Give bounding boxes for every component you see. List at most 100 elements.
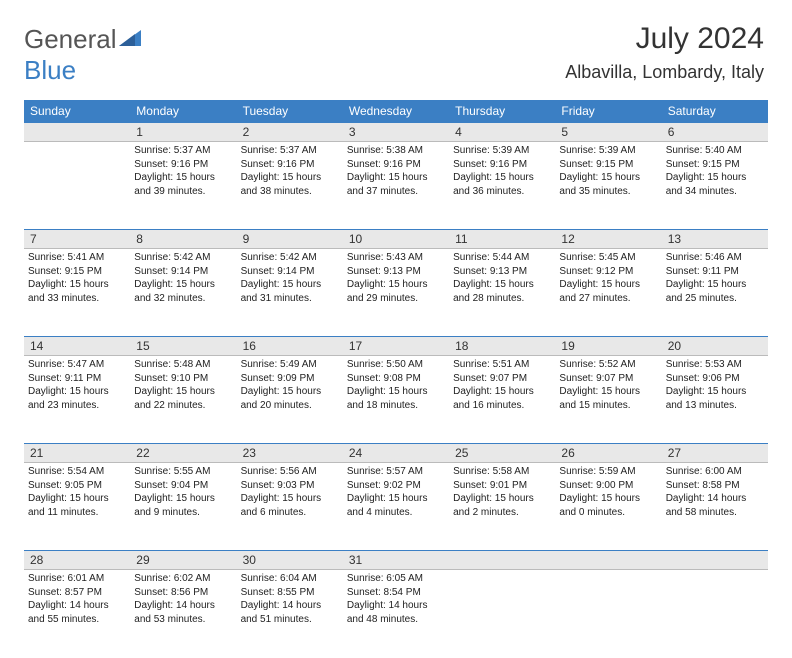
day-number: 8 [136,232,143,246]
day-number-row: 14151617181920 [24,337,768,356]
day-number-cell: 23 [237,444,343,463]
day-number: 7 [30,232,37,246]
day-content-row: Sunrise: 5:54 AMSunset: 9:05 PM Daylight:… [24,463,768,551]
day-cell: Sunrise: 5:42 AMSunset: 9:14 PMDaylight:… [237,249,343,337]
day-number: 19 [561,339,574,353]
sunset-text: Sunset: 9:11 PM [28,372,126,386]
sunrise-text: Sunrise: 5:51 AM [453,358,551,372]
daylight-text: Daylight: 15 hours [453,278,551,292]
sunset-text: Sunset: 9:15 PM [559,158,657,172]
sunset-text: Sunset: 9:07 PM [453,372,551,386]
sunset-text: Sunset: 9:16 PM [453,158,551,172]
day-number: 14 [30,339,43,353]
daylight-text: Daylight: 14 hours [666,492,764,506]
day-cell: Sunrise: 5:57 AMSunset: 9:02 PMDaylight:… [343,463,449,551]
day-cell: Sunrise: 6:00 AMSunset: 8:58 PMDaylight:… [662,463,768,551]
sunset-text: Sunset: 9:02 PM [347,479,445,493]
day-cell [449,570,555,658]
sunset-text: Sunset: 8:54 PM [347,586,445,600]
daylight-text: Daylight: 15 hours [453,385,551,399]
day-number-cell: 10 [343,230,449,249]
weekday-header: Friday [555,100,661,123]
day-number: 17 [349,339,362,353]
day-number-row: 21222324252627 [24,444,768,463]
day-number-cell: 2 [237,123,343,142]
sunset-text: Sunset: 9:15 PM [666,158,764,172]
daylight-text: Daylight: 15 hours [347,385,445,399]
day-number-cell: 12 [555,230,661,249]
sunset-text: Sunset: 9:00 PM [559,479,657,493]
day-cell: Sunrise: 5:37 AMSunset: 9:16 PMDaylight:… [130,142,236,230]
daylight-text: and 33 minutes. [28,292,126,306]
weekday-header: Tuesday [237,100,343,123]
sunset-text: Sunset: 8:57 PM [28,586,126,600]
day-cell: Sunrise: 5:45 AMSunset: 9:12 PMDaylight:… [555,249,661,337]
sunset-text: Sunset: 9:06 PM [666,372,764,386]
sunrise-text: Sunrise: 5:44 AM [453,251,551,265]
day-number: 29 [136,553,149,567]
day-cell: Sunrise: 6:04 AMSunset: 8:55 PMDaylight:… [237,570,343,658]
daylight-text: and 27 minutes. [559,292,657,306]
daylight-text: Daylight: 15 hours [241,385,339,399]
day-number-cell: 6 [662,123,768,142]
day-cell: Sunrise: 5:52 AMSunset: 9:07 PMDaylight:… [555,356,661,444]
day-number-cell: 28 [24,551,130,570]
daylight-text: and 9 minutes. [134,506,232,520]
daylight-text: and 58 minutes. [666,506,764,520]
sunset-text: Sunset: 9:03 PM [241,479,339,493]
day-number: 6 [668,125,675,139]
day-number: 12 [561,232,574,246]
sunrise-text: Sunrise: 5:37 AM [134,144,232,158]
daylight-text: Daylight: 14 hours [28,599,126,613]
sunset-text: Sunset: 9:05 PM [28,479,126,493]
sunrise-text: Sunrise: 5:39 AM [453,144,551,158]
brand-part1: General [24,24,117,54]
daylight-text: and 13 minutes. [666,399,764,413]
daylight-text: Daylight: 15 hours [559,171,657,185]
daylight-text: Daylight: 15 hours [666,171,764,185]
day-content-row: Sunrise: 5:37 AMSunset: 9:16 PMDaylight:… [24,142,768,230]
sunset-text: Sunset: 9:14 PM [241,265,339,279]
sunrise-text: Sunrise: 6:05 AM [347,572,445,586]
day-number: 23 [243,446,256,460]
daylight-text: and 38 minutes. [241,185,339,199]
sunset-text: Sunset: 9:16 PM [241,158,339,172]
sunrise-text: Sunrise: 5:54 AM [28,465,126,479]
daylight-text: and 2 minutes. [453,506,551,520]
day-number: 2 [243,125,250,139]
day-number: 28 [30,553,43,567]
sunset-text: Sunset: 9:13 PM [347,265,445,279]
day-number-cell: 8 [130,230,236,249]
daylight-text: and 31 minutes. [241,292,339,306]
day-cell: Sunrise: 5:58 AMSunset: 9:01 PMDaylight:… [449,463,555,551]
day-number-cell [449,551,555,570]
day-cell: Sunrise: 5:53 AMSunset: 9:06 PMDaylight:… [662,356,768,444]
day-number: 10 [349,232,362,246]
sunrise-text: Sunrise: 5:37 AM [241,144,339,158]
sunset-text: Sunset: 9:01 PM [453,479,551,493]
daylight-text: Daylight: 15 hours [347,278,445,292]
day-number: 22 [136,446,149,460]
sunset-text: Sunset: 9:09 PM [241,372,339,386]
sunrise-text: Sunrise: 6:00 AM [666,465,764,479]
day-cell [24,142,130,230]
daylight-text: and 29 minutes. [347,292,445,306]
sunrise-text: Sunrise: 5:50 AM [347,358,445,372]
daylight-text: Daylight: 14 hours [347,599,445,613]
day-number-cell: 19 [555,337,661,356]
weekday-header: Saturday [662,100,768,123]
daylight-text: Daylight: 15 hours [134,385,232,399]
day-cell: Sunrise: 5:51 AMSunset: 9:07 PMDaylight:… [449,356,555,444]
day-number-cell: 20 [662,337,768,356]
day-number-cell: 3 [343,123,449,142]
sunrise-text: Sunrise: 5:53 AM [666,358,764,372]
sunrise-text: Sunrise: 5:39 AM [559,144,657,158]
day-content-row: Sunrise: 5:41 AMSunset: 9:15 PMDaylight:… [24,249,768,337]
daylight-text: and 53 minutes. [134,613,232,627]
day-number-cell: 30 [237,551,343,570]
sunset-text: Sunset: 8:55 PM [241,586,339,600]
day-number: 24 [349,446,362,460]
daylight-text: Daylight: 15 hours [453,492,551,506]
daylight-text: and 11 minutes. [28,506,126,520]
daylight-text: and 51 minutes. [241,613,339,627]
